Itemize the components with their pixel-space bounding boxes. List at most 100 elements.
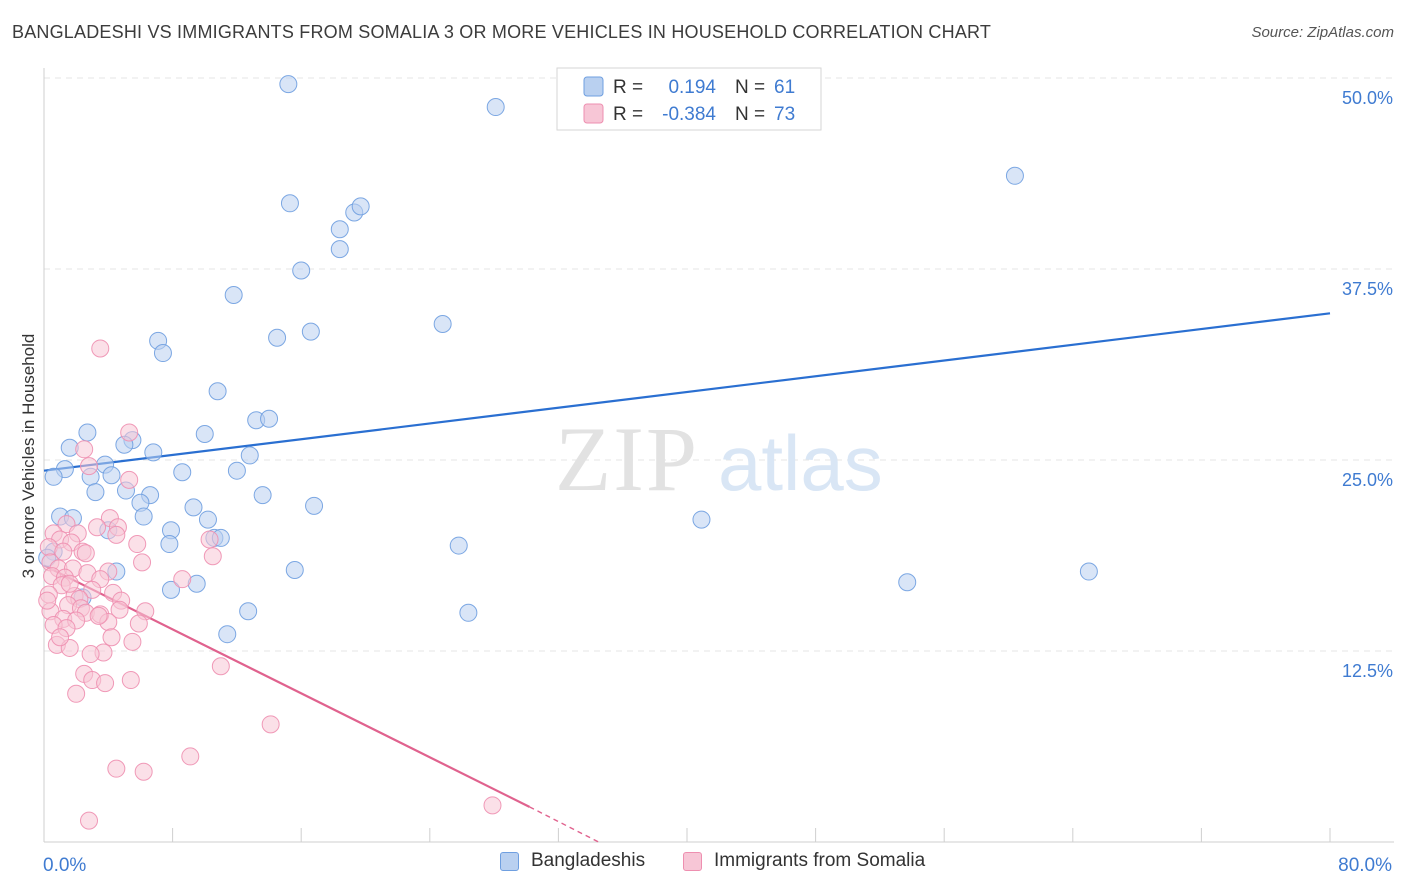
bangladeshis-point-9	[224, 285, 243, 304]
chart-title: BANGLADESHI VS IMMIGRANTS FROM SOMALIA 3…	[12, 22, 992, 42]
bangladeshis-point-23	[144, 443, 163, 462]
bangladeshis-point-14	[153, 344, 172, 363]
somalia-point-72	[51, 628, 70, 647]
legend-item-somalia[interactable]: Immigrants from Somalia	[683, 850, 925, 872]
bangladeshis-point-20	[195, 425, 214, 444]
somalia-trend-extension	[529, 806, 599, 843]
bangladeshis-point-48	[160, 535, 179, 554]
bangladeshis-point-18	[78, 423, 97, 442]
bangladeshis-trend-line	[43, 312, 1331, 472]
legend-item-bangladeshis[interactable]: Bangladeshis	[500, 850, 645, 872]
somalia-point-47	[102, 628, 121, 647]
somalia-point-57	[121, 671, 140, 690]
somalia-point-53	[211, 657, 230, 676]
stats-n-value-0: 61	[774, 77, 795, 98]
somalia-point-67	[38, 591, 57, 610]
bangladeshis-point-49	[449, 536, 468, 555]
watermark: ZIP atlas	[555, 408, 883, 510]
stats-n-label-1: N =	[735, 104, 765, 125]
somalia-point-69	[76, 544, 95, 563]
somalia-point-59	[261, 715, 280, 734]
somalia-point-15	[54, 542, 73, 561]
bangladeshis-point-31	[102, 466, 121, 485]
stats-r-label-1: R =	[613, 104, 643, 125]
somalia-point-62	[134, 762, 153, 781]
bangladeshis-point-3	[280, 194, 299, 213]
bangladeshis-point-29	[44, 467, 63, 486]
somalia-point-29	[83, 580, 102, 599]
somalia-point-60	[181, 747, 200, 766]
somalia-point-1	[120, 423, 139, 442]
y-tick-label-3: 50.0%	[1342, 88, 1393, 108]
bangladeshis-point-17	[260, 409, 279, 428]
bangladeshis-point-61	[218, 625, 237, 644]
bangladeshis-point-57	[161, 580, 180, 599]
bangladeshis-point-41	[134, 507, 153, 526]
stats-swatch-somalia	[583, 103, 604, 124]
somalia-point-64	[80, 811, 99, 830]
bangladeshis-point-42	[198, 510, 217, 529]
chart-source: Source: ZipAtlas.com	[1251, 24, 1394, 41]
bangladeshis-point-6	[330, 220, 349, 239]
somalia-point-44	[129, 614, 148, 633]
somalia-point-27	[173, 570, 192, 589]
bangladeshis-point-1	[486, 98, 505, 117]
bangladeshis-point-37	[184, 498, 203, 517]
svg-text:ZIP: ZIP	[555, 408, 699, 510]
stats-r-label-0: R =	[613, 77, 643, 98]
x-tick-label-min: 0.0%	[43, 855, 86, 876]
somalia-point-18	[203, 547, 222, 566]
bangladeshis-point-15	[208, 382, 227, 401]
somalia-point-61	[107, 759, 126, 778]
bangladeshis-point-27	[173, 463, 192, 482]
stats-swatch-bangladeshis	[583, 76, 604, 97]
bangladeshis-point-5	[351, 197, 370, 216]
somalia-point-17	[200, 530, 219, 549]
legend-swatch-bangladeshis	[500, 851, 519, 871]
bangladeshis-point-10	[433, 315, 452, 334]
somalia-point-68	[133, 553, 152, 572]
bangladeshis-point-24	[240, 446, 259, 465]
somalia-point-66	[89, 606, 108, 625]
y-tick-labels: 12.5% 25.0% 37.5% 50.0%	[1342, 88, 1393, 681]
y-axis-title: 3 or more Vehicles in Household	[19, 334, 38, 579]
bangladeshis-point-38	[305, 496, 324, 515]
y-tick-label-2: 37.5%	[1342, 279, 1393, 299]
stats-r-value-1: -0.384	[662, 104, 716, 125]
somalia-point-3	[80, 457, 99, 476]
somalia-point-0	[91, 339, 110, 358]
axes	[43, 68, 1394, 843]
bangladeshis-point-2	[1005, 166, 1024, 185]
somalia-point-7	[88, 518, 107, 537]
bangladeshis-point-11	[301, 322, 320, 341]
x-tick-label-max: 80.0%	[1338, 855, 1392, 876]
stats-n-label-0: N =	[735, 77, 765, 98]
bangladeshis-point-32	[86, 483, 105, 502]
stats-legend: R = 0.194 N = 61 R = -0.384 N = 73	[556, 67, 822, 131]
legend-swatch-somalia	[683, 851, 702, 871]
bangladeshis-point-0	[279, 75, 298, 94]
somalia-point-65	[60, 574, 79, 593]
bangladeshis-point-35	[253, 486, 272, 505]
somalia-point-2	[75, 440, 94, 459]
stats-r-value-0: 0.194	[668, 77, 716, 98]
bangladeshis-point-12	[268, 328, 287, 347]
somalia-point-48	[123, 632, 142, 651]
bangladeshis-point-56	[898, 573, 917, 592]
gridlines	[44, 77, 1394, 652]
y-tick-label-0: 12.5%	[1342, 661, 1393, 681]
legend-label-somalia: Immigrants from Somalia	[714, 850, 926, 871]
bangladeshis-point-60	[459, 603, 478, 622]
stats-n-value-1: 73	[774, 104, 795, 125]
bangladeshis-point-8	[292, 261, 311, 280]
legend-label-bangladeshis: Bangladeshis	[531, 850, 646, 871]
bangladeshis-point-7	[330, 240, 349, 259]
bangladeshis-point-53	[285, 561, 304, 580]
somalia-point-71	[110, 600, 129, 619]
y-tick-label-1: 25.0%	[1342, 470, 1393, 490]
trend-lines	[43, 312, 1331, 843]
bangladeshis-point-54	[1079, 562, 1098, 581]
data-points	[38, 75, 1098, 830]
somalia-point-58	[67, 684, 86, 703]
